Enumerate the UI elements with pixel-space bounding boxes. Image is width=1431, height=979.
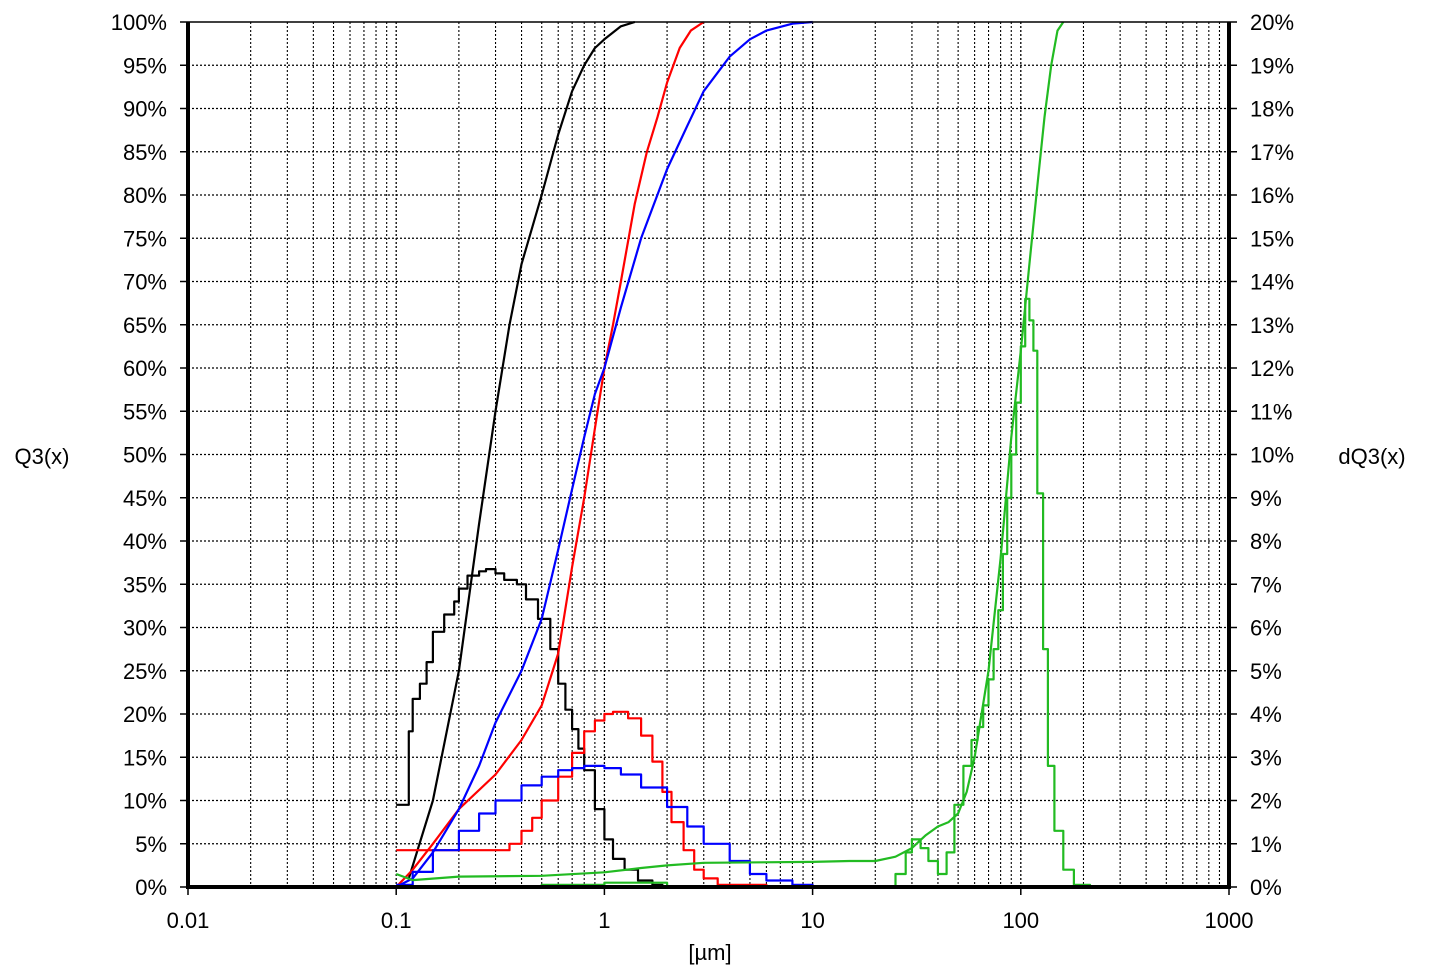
- x-tick-label: 1000: [1205, 908, 1254, 933]
- y-axis-title-left: Q3(x): [15, 444, 70, 469]
- y-left-tick-label: 90%: [123, 97, 167, 122]
- y-right-tick-label: 3%: [1250, 745, 1282, 770]
- series-3-density-line: [396, 710, 768, 887]
- y-right-tick-label: 11%: [1250, 399, 1292, 424]
- series-7-density-line: [396, 297, 1092, 889]
- y-left-tick-label: 95%: [123, 53, 167, 78]
- y-right-tick-label: 17%: [1250, 140, 1294, 165]
- series-5-density-line: [396, 764, 913, 888]
- x-tick-label: 0.01: [167, 908, 210, 933]
- y-right-tick-label: 12%: [1250, 356, 1294, 381]
- x-tick-label: 0.1: [381, 908, 412, 933]
- y-left-tick-label: 20%: [123, 702, 167, 727]
- grid: [188, 22, 1229, 887]
- y-left-tick-label: 40%: [123, 529, 167, 554]
- y-left-tick-label: 25%: [123, 659, 167, 684]
- y-right-tick-label: 0%: [1250, 875, 1282, 900]
- y-left-tick-label: 10%: [123, 789, 167, 814]
- series-4-cumulative-line: [395, 20, 813, 888]
- y-right-tick-label: 16%: [1250, 183, 1294, 208]
- y-left-tick-label: 0%: [135, 875, 167, 900]
- x-tick-label: 10: [800, 908, 824, 933]
- y-left-tick-label: 65%: [123, 313, 167, 338]
- y-left-tick-label: 30%: [123, 616, 167, 641]
- y-right-tick-label: 13%: [1250, 313, 1294, 338]
- y-left-tick-label: 35%: [123, 572, 167, 597]
- y-right-tick-label: 6%: [1250, 616, 1282, 641]
- y-right-tick-label: 4%: [1250, 702, 1282, 727]
- y-right-tick-label: 5%: [1250, 659, 1282, 684]
- y-right-tick-label: 15%: [1250, 226, 1294, 251]
- axis-ticks: 0%5%10%15%20%25%30%35%40%45%50%55%60%65%…: [111, 10, 1294, 933]
- y-left-tick-label: 45%: [123, 486, 167, 511]
- y-left-tick-label: 70%: [123, 270, 167, 295]
- y-left-tick-label: 50%: [123, 443, 167, 468]
- y-left-tick-label: 55%: [123, 399, 167, 424]
- y-right-tick-label: 20%: [1250, 10, 1294, 35]
- y-right-tick-label: 2%: [1250, 789, 1282, 814]
- y-left-tick-label: 60%: [123, 356, 167, 381]
- y-left-tick-label: 5%: [135, 832, 167, 857]
- data-series: [395, 20, 1092, 889]
- y-right-tick-label: 14%: [1250, 270, 1294, 295]
- y-right-tick-label: 1%: [1250, 832, 1282, 857]
- series-0-cumulative-line: [407, 20, 636, 879]
- y-right-tick-label: 8%: [1250, 529, 1282, 554]
- y-left-tick-label: 15%: [123, 745, 167, 770]
- y-axis-title-right: dQ3(x): [1338, 444, 1405, 469]
- series-1-density-line: [396, 568, 664, 887]
- y-right-tick-label: 7%: [1250, 572, 1282, 597]
- y-right-tick-label: 19%: [1250, 53, 1294, 78]
- x-axis-title: [µm]: [688, 940, 731, 965]
- y-left-tick-label: 85%: [123, 140, 167, 165]
- series-6-cumulative-line: [395, 21, 1065, 882]
- y-left-tick-label: 80%: [123, 183, 167, 208]
- y-right-tick-label: 10%: [1250, 443, 1294, 468]
- x-tick-label: 1: [598, 908, 610, 933]
- y-left-tick-label: 100%: [111, 10, 167, 35]
- y-right-tick-label: 18%: [1250, 97, 1294, 122]
- y-right-tick-label: 9%: [1250, 486, 1282, 511]
- series-2-cumulative-line: [395, 21, 705, 888]
- x-tick-label: 100: [1002, 908, 1039, 933]
- y-left-tick-label: 75%: [123, 226, 167, 251]
